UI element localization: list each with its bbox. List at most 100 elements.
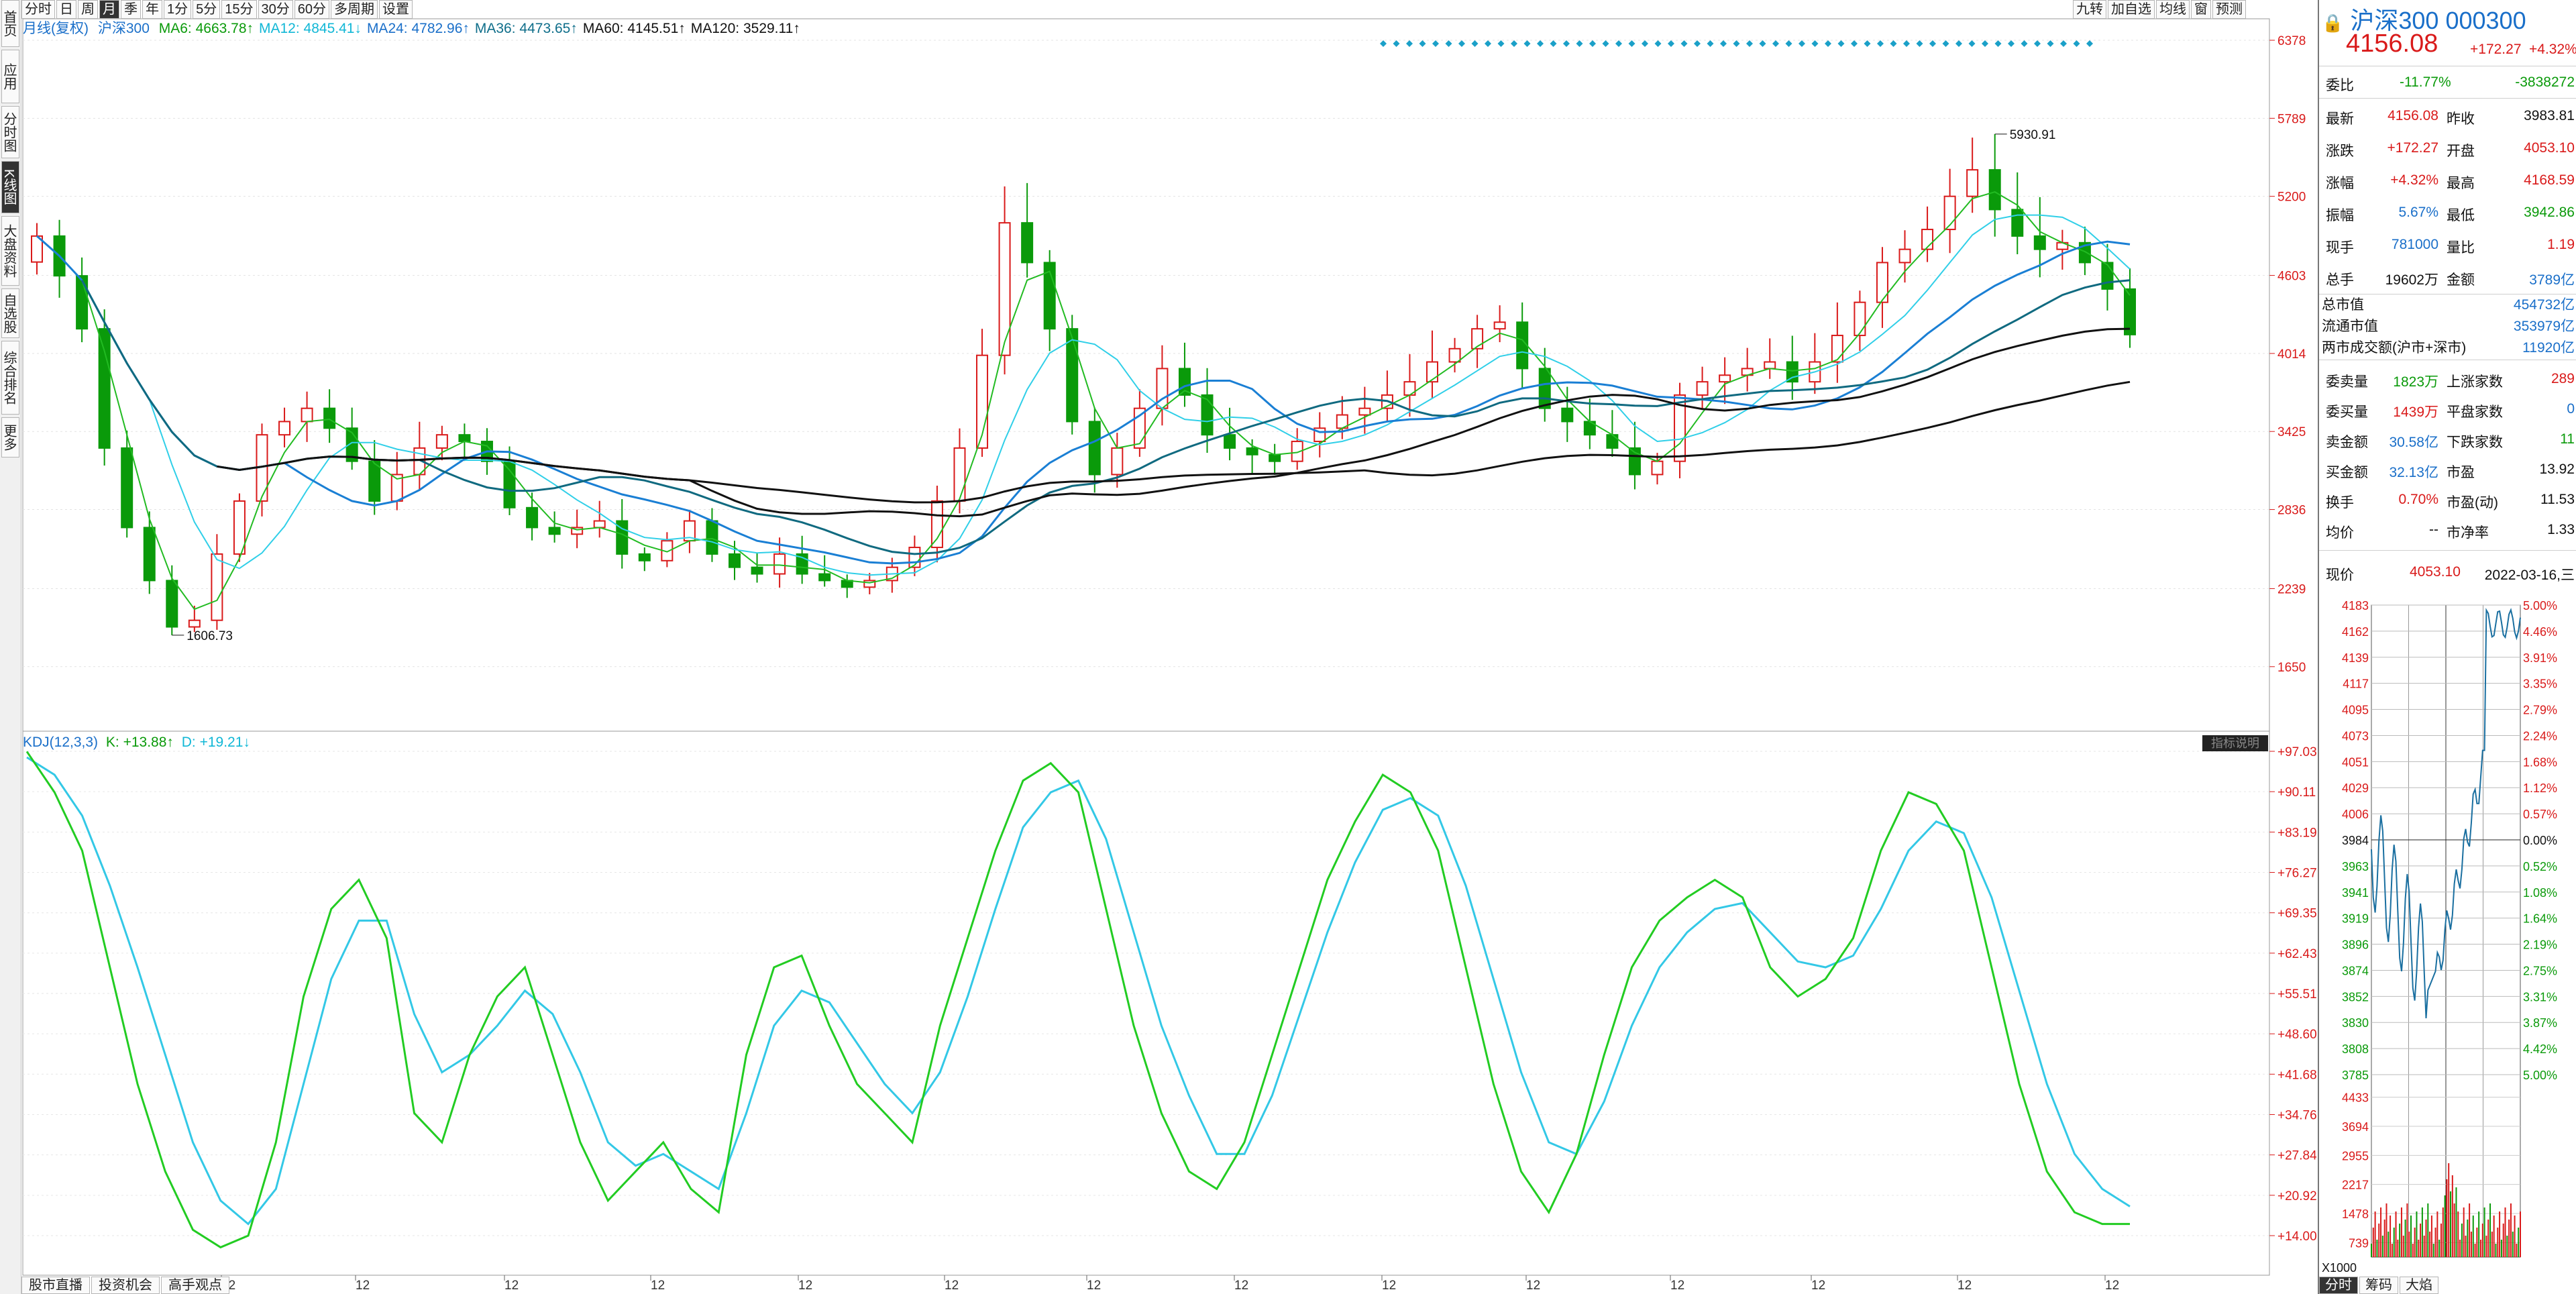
candle-body: [1471, 328, 1484, 349]
rail-tab-1[interactable]: 应用: [1, 50, 19, 103]
period-tab-6[interactable]: 1分: [164, 0, 192, 19]
price-axis-label: 2239: [2277, 582, 2306, 596]
lock-icon[interactable]: 🔒: [2322, 13, 2344, 33]
quote-row-0-key-1: 昨收: [2447, 111, 2475, 127]
mini-tab-0[interactable]: 分时: [2319, 1277, 2358, 1294]
candle-body: [1988, 169, 2001, 211]
price-axis-label: 5200: [2277, 191, 2306, 205]
quote-row-2-val-0: +4.32%: [2390, 172, 2438, 188]
period-tab-2[interactable]: 周: [78, 0, 98, 19]
rail-tab-2[interactable]: 分时图: [1, 106, 19, 158]
kdj-axis-label: +76.27: [2277, 867, 2317, 881]
bottom-tab-1[interactable]: 投资机会: [91, 1277, 160, 1294]
signal-dot: [1785, 40, 1792, 47]
candle-body: [1831, 335, 1843, 363]
mini-right-label: 1.08%: [2523, 886, 2557, 900]
tool-4[interactable]: 预测: [2212, 0, 2246, 19]
candle-body: [751, 566, 763, 575]
candle-body: [571, 527, 584, 535]
mini-vol-label: 4433: [2342, 1091, 2369, 1105]
period-tab-9[interactable]: 30分: [258, 0, 293, 19]
candle-body: [2078, 241, 2091, 264]
time-axis-label: 12: [798, 1279, 812, 1293]
mini-right-label: 3.87%: [2523, 1016, 2557, 1030]
period-tab-8[interactable]: 15分: [221, 0, 257, 19]
quote-row-1-key-0: 涨跌: [2326, 144, 2354, 159]
kdj-axis-label: +83.19: [2277, 826, 2317, 840]
rail-tab-6[interactable]: 综合排名: [1, 341, 19, 415]
kdj-axis-label: +48.60: [2277, 1028, 2317, 1042]
chart-tools: 九转 加自选 均线窗预测: [2073, 0, 2247, 19]
period-tab-5[interactable]: 年: [142, 0, 162, 19]
rail-tab-7[interactable]: 更多: [1, 417, 19, 457]
candle-body: [593, 520, 606, 529]
tool-2[interactable]: 均线: [2156, 0, 2190, 19]
period-tab-1[interactable]: 日: [56, 0, 76, 19]
signal-dot: [1458, 40, 1465, 47]
quote-row-1-key-1: 开盘: [2447, 144, 2475, 159]
kline-chart[interactable]: 5930.91 1606.73 6378 5789 5200 4603 4014 3425 2…: [0, 0, 2318, 1294]
period-tab-11[interactable]: 多周期: [331, 0, 378, 19]
bottom-tab-2[interactable]: 高手观点: [161, 1277, 229, 1294]
mini-left-label: 4162: [2342, 625, 2369, 639]
signal-dot: [1811, 40, 1819, 47]
signal-dot: [1511, 40, 1517, 47]
signal-dot: [2008, 40, 2015, 47]
legend-index: 沪深300: [97, 21, 150, 36]
bottom-tab-0[interactable]: 股市直播: [21, 1277, 90, 1294]
time-axis-label: 12: [504, 1279, 519, 1293]
quote-row-1-val-1: 4053.10: [2524, 140, 2575, 156]
period-tab-3[interactable]: 月: [99, 0, 119, 19]
ma-line-2: [36, 235, 2131, 565]
signal-dot: [1864, 40, 1871, 47]
ma-line-1: [36, 214, 2131, 576]
rail-tab-4[interactable]: 大盘资料: [1, 216, 19, 286]
quote-panel: 🔒 沪深300 000300 4156.08 +172.27 +4.32% 委比…: [2318, 0, 2576, 1294]
signal-dot: [1982, 40, 1988, 47]
mini-right-label: 4.46%: [2523, 625, 2557, 639]
mini-right-label: 0.52%: [2523, 860, 2557, 873]
price-axis-label: 2836: [2277, 504, 2306, 518]
intraday-mini-chart[interactable]: 4183 5.00% 4162 4.46% 4139 3.91% 4117 3.35% 4095…: [2319, 592, 2576, 1276]
kdj-help-badge[interactable]: 指标说明: [2202, 735, 2268, 751]
quote-row-4-key-0: 现手: [2326, 240, 2354, 256]
kdj-d-line: [26, 756, 2131, 1226]
rail-tab-5[interactable]: 自选股: [1, 288, 19, 338]
period-tab-0[interactable]: 分时: [21, 0, 55, 19]
mini-tab-1[interactable]: 筹码: [2359, 1277, 2398, 1294]
candle-body: [1538, 368, 1551, 409]
quote2-row-2-val-1: 11: [2560, 431, 2575, 447]
mini-left-label: 3984: [2342, 834, 2369, 847]
signal-dot: [1746, 40, 1753, 47]
mini-right-label: 1.12%: [2523, 781, 2557, 795]
signal-dot: [1576, 40, 1583, 47]
mini-vol-label: 3694: [2342, 1120, 2369, 1134]
kdj-axis-label: +27.84: [2277, 1149, 2317, 1163]
signal-dot: [1380, 40, 1387, 47]
signal-dot: [1642, 40, 1648, 47]
period-tab-10[interactable]: 60分: [294, 0, 329, 19]
rail-tab-3[interactable]: K线图: [1, 161, 19, 213]
period-tab-12[interactable]: 设置: [379, 0, 413, 19]
period-tab-7[interactable]: 5分: [193, 0, 221, 19]
mini-left-label: 4006: [2342, 808, 2369, 821]
ma-legend: 月线(复权) 沪深300 MA6: 4663.78↑ MA12: 4845.41↓…: [23, 20, 800, 38]
webi-val: -3838272: [2515, 74, 2575, 90]
webi-pct: -11.77%: [2400, 74, 2451, 90]
mini-left-label: 4051: [2342, 755, 2369, 769]
tool-3[interactable]: 窗: [2191, 0, 2211, 19]
mini-tab-2[interactable]: 大焰: [2400, 1277, 2438, 1294]
candle-body: [1606, 434, 1619, 449]
candle-body: [458, 434, 471, 443]
tool-1[interactable]: 加自选: [2108, 0, 2155, 19]
legend-prefix: 月线(复权): [23, 21, 89, 36]
cap-key-0: 总市值: [2322, 297, 2364, 313]
mini-left-label: 4139: [2342, 651, 2369, 665]
tool-0[interactable]: 九转: [2073, 0, 2106, 19]
period-tab-4[interactable]: 季: [121, 0, 141, 19]
candle-body: [2124, 288, 2136, 335]
time-axis-label: 12: [1670, 1279, 1684, 1293]
mini-right-label: 5.00%: [2523, 599, 2557, 612]
quote-row-5-key-0: 总手: [2326, 272, 2354, 288]
rail-tab-0[interactable]: 首页: [1, 0, 19, 47]
